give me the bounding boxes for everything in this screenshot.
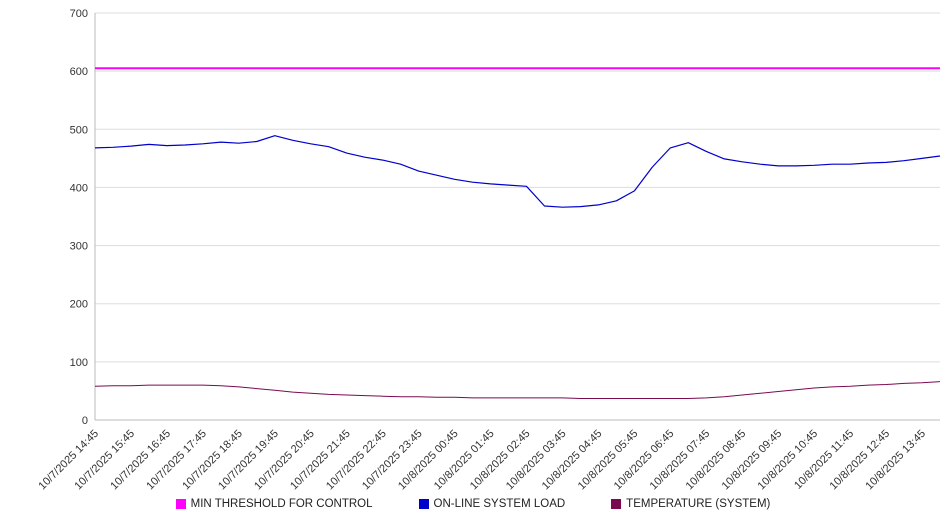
legend-item-temperature: TEMPERATURE (SYSTEM) [611,498,770,510]
y-tick-label: 0 [82,415,88,427]
chart-legend: MIN THRESHOLD FOR CONTROL ON-LINE SYSTEM… [0,498,946,510]
legend-label-min-threshold: MIN THRESHOLD FOR CONTROL [190,498,373,510]
x-tick-label: 10/7/2025 14:45 [36,428,101,493]
y-tick-label: 300 [70,241,88,253]
y-tick-label: 600 [70,66,88,78]
legend-swatch-temperature [611,499,622,509]
y-tick-label: 200 [70,299,88,311]
series-on-line-system-load [94,135,941,208]
legend-label-temperature: TEMPERATURE (SYSTEM) [626,498,771,510]
legend-item-min-threshold: MIN THRESHOLD FOR CONTROL [175,498,373,510]
y-tick-label: 500 [70,124,88,136]
legend-item-system-load: ON-LINE SYSTEM LOAD [418,498,566,510]
y-tick-label: 400 [70,182,88,194]
series-temperature-system- [94,381,941,399]
chart-container: 0 100 200 300 400 500 600 700 10/7/2025 14:45 10/… [0,8,946,510]
y-tick-label: 700 [70,8,88,20]
legend-swatch-min-threshold [175,499,186,509]
legend-label-system-load: ON-LINE SYSTEM LOAD [433,498,566,510]
y-tick-label: 100 [70,357,88,369]
legend-swatch-system-load [418,499,429,509]
